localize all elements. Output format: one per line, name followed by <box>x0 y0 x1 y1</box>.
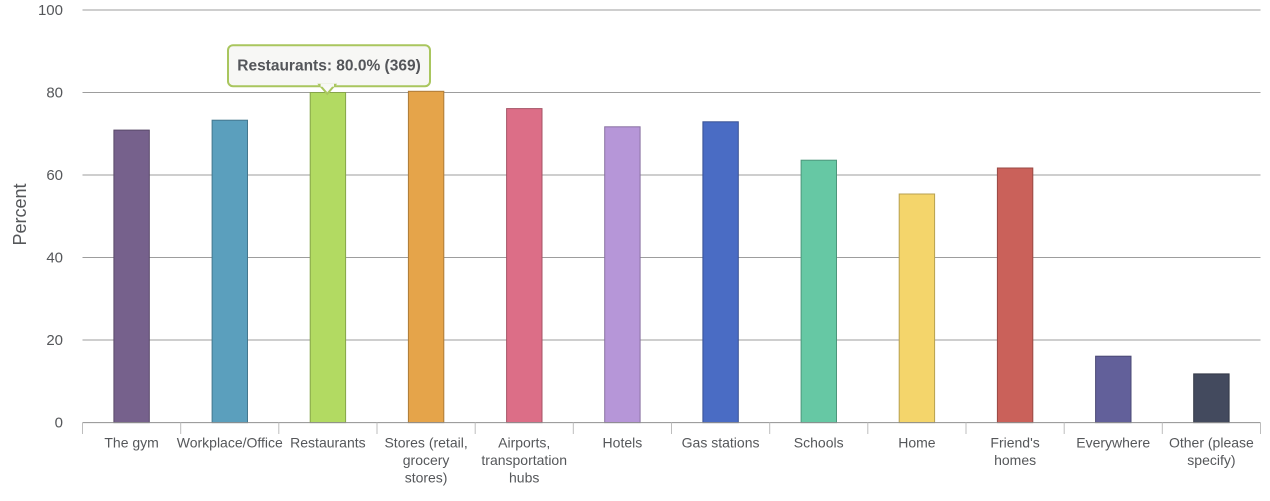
svg-text:Home: Home <box>898 435 936 451</box>
svg-text:60: 60 <box>46 167 63 184</box>
svg-text:20: 20 <box>46 332 63 349</box>
svg-text:Everywhere: Everywhere <box>1076 435 1150 451</box>
svg-text:0: 0 <box>55 415 63 432</box>
svg-text:Restaurants: 80.0% (369): Restaurants: 80.0% (369) <box>237 58 421 75</box>
svg-text:The gym: The gym <box>104 435 158 451</box>
svg-text:Workplace/Office: Workplace/Office <box>177 435 283 451</box>
svg-text:Hotels: Hotels <box>603 435 643 451</box>
svg-text:80: 80 <box>46 85 63 102</box>
svg-text:100: 100 <box>38 2 63 19</box>
svg-text:Schools: Schools <box>794 435 844 451</box>
svg-text:Gas stations: Gas stations <box>682 435 760 451</box>
svg-text:Restaurants: Restaurants <box>290 435 365 451</box>
svg-text:Percent: Percent <box>10 183 30 245</box>
svg-text:40: 40 <box>46 250 63 267</box>
